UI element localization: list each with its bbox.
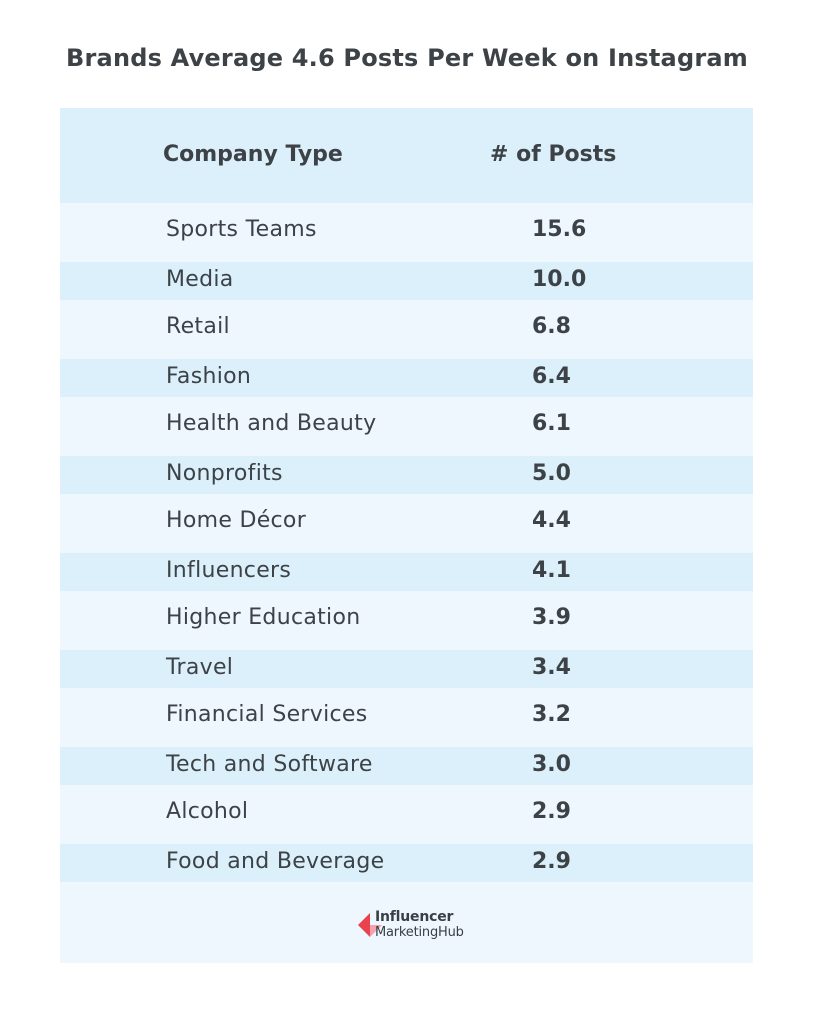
posts-value-cell: 3.0 <box>532 752 571 777</box>
posts-value-cell: 4.1 <box>532 558 571 583</box>
column-header-posts: # of Posts <box>490 142 617 167</box>
table-header: Company Type # of Posts <box>60 108 753 203</box>
logo-text-line2: MarketingHub <box>375 925 464 940</box>
table-row: Travel 3.4 <box>60 650 753 688</box>
data-table: Company Type # of Posts Sports Teams 15.6… <box>60 108 753 963</box>
table-row: Nonprofits 5.0 <box>60 456 753 494</box>
company-type-cell: Influencers <box>166 558 292 583</box>
table-row: Health and Beauty 6.1 <box>60 397 753 456</box>
company-type-cell: Home Décor <box>166 508 307 533</box>
company-type-cell: Fashion <box>166 364 252 389</box>
company-type-cell: Alcohol <box>166 799 249 824</box>
table-row: Media 10.0 <box>60 262 753 300</box>
company-type-cell: Nonprofits <box>166 461 283 486</box>
posts-value-cell: 10.0 <box>532 267 587 292</box>
posts-value-cell: 3.4 <box>532 655 571 680</box>
company-type-cell: Higher Education <box>166 605 361 630</box>
table-row: Home Décor 4.4 <box>60 494 753 553</box>
company-type-cell: Tech and Software <box>166 752 373 777</box>
table-row: Tech and Software 3.0 <box>60 747 753 785</box>
company-type-cell: Financial Services <box>166 702 368 727</box>
posts-value-cell: 6.4 <box>532 364 571 389</box>
posts-value-cell: 6.8 <box>532 314 571 339</box>
posts-value-cell: 2.9 <box>532 799 571 824</box>
table-row: Food and Beverage 2.9 <box>60 844 753 882</box>
table-row: Influencers 4.1 <box>60 553 753 591</box>
posts-value-cell: 4.4 <box>532 508 571 533</box>
company-type-cell: Travel <box>166 655 234 680</box>
logo-text-line1: Influencer <box>375 909 454 925</box>
column-header-company-type: Company Type <box>163 142 343 167</box>
posts-value-cell: 15.6 <box>532 217 587 242</box>
company-type-cell: Sports Teams <box>166 217 317 242</box>
company-type-cell: Health and Beauty <box>166 411 377 436</box>
table-row: Higher Education 3.9 <box>60 591 753 650</box>
company-type-cell: Media <box>166 267 234 292</box>
table-row: Sports Teams 15.6 <box>60 203 753 262</box>
table-row: Financial Services 3.2 <box>60 688 753 747</box>
chart-title: Brands Average 4.6 Posts Per Week on Ins… <box>66 44 748 72</box>
table-row: Fashion 6.4 <box>60 359 753 397</box>
company-type-cell: Retail <box>166 314 230 339</box>
posts-value-cell: 5.0 <box>532 461 571 486</box>
table-body: Sports Teams 15.6 Media 10.0 Retail 6.8 Fashio… <box>60 203 753 882</box>
posts-value-cell: 6.1 <box>532 411 571 436</box>
posts-value-cell: 3.2 <box>532 702 571 727</box>
logo-mark-icon <box>358 913 382 937</box>
table-row: Retail 6.8 <box>60 300 753 359</box>
table-row: Alcohol 2.9 <box>60 785 753 844</box>
posts-value-cell: 3.9 <box>532 605 571 630</box>
posts-value-cell: 2.9 <box>532 849 571 874</box>
influencer-marketing-hub-logo: Influencer MarketingHub <box>358 908 498 944</box>
company-type-cell: Food and Beverage <box>166 849 385 874</box>
